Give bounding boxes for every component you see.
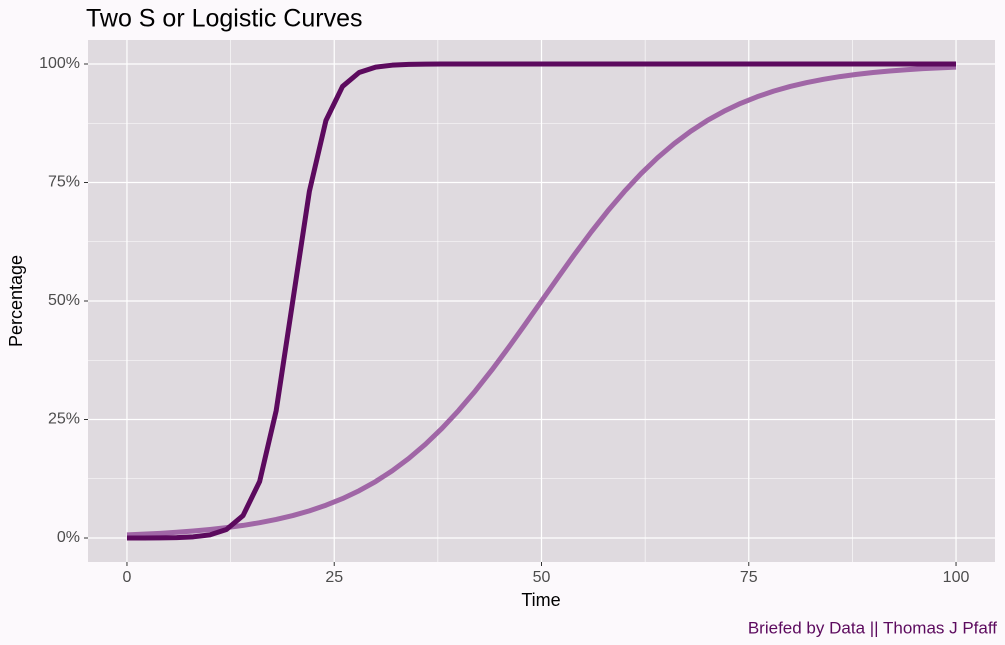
x-tick-label: 100	[943, 569, 970, 586]
x-tick-label: 75	[740, 569, 758, 586]
x-tick-label: 50	[533, 569, 551, 586]
series-line	[126, 61, 957, 541]
y-tick-label: 50%	[48, 292, 80, 309]
series-line	[126, 64, 957, 538]
x-tick-label: 0	[123, 569, 132, 586]
caption: Briefed by Data || Thomas J Pfaff	[748, 618, 997, 637]
chart-title: Two S or Logistic Curves	[86, 5, 363, 33]
y-tick-label: 25%	[48, 411, 80, 428]
y-tick-label: 0%	[57, 529, 80, 546]
y-axis-title: Percentage	[6, 255, 26, 347]
y-tick-label: 75%	[48, 174, 80, 191]
x-tick-label: 25	[325, 569, 343, 586]
x-axis-title: Time	[521, 590, 560, 610]
y-tick-label: 100%	[39, 55, 80, 72]
